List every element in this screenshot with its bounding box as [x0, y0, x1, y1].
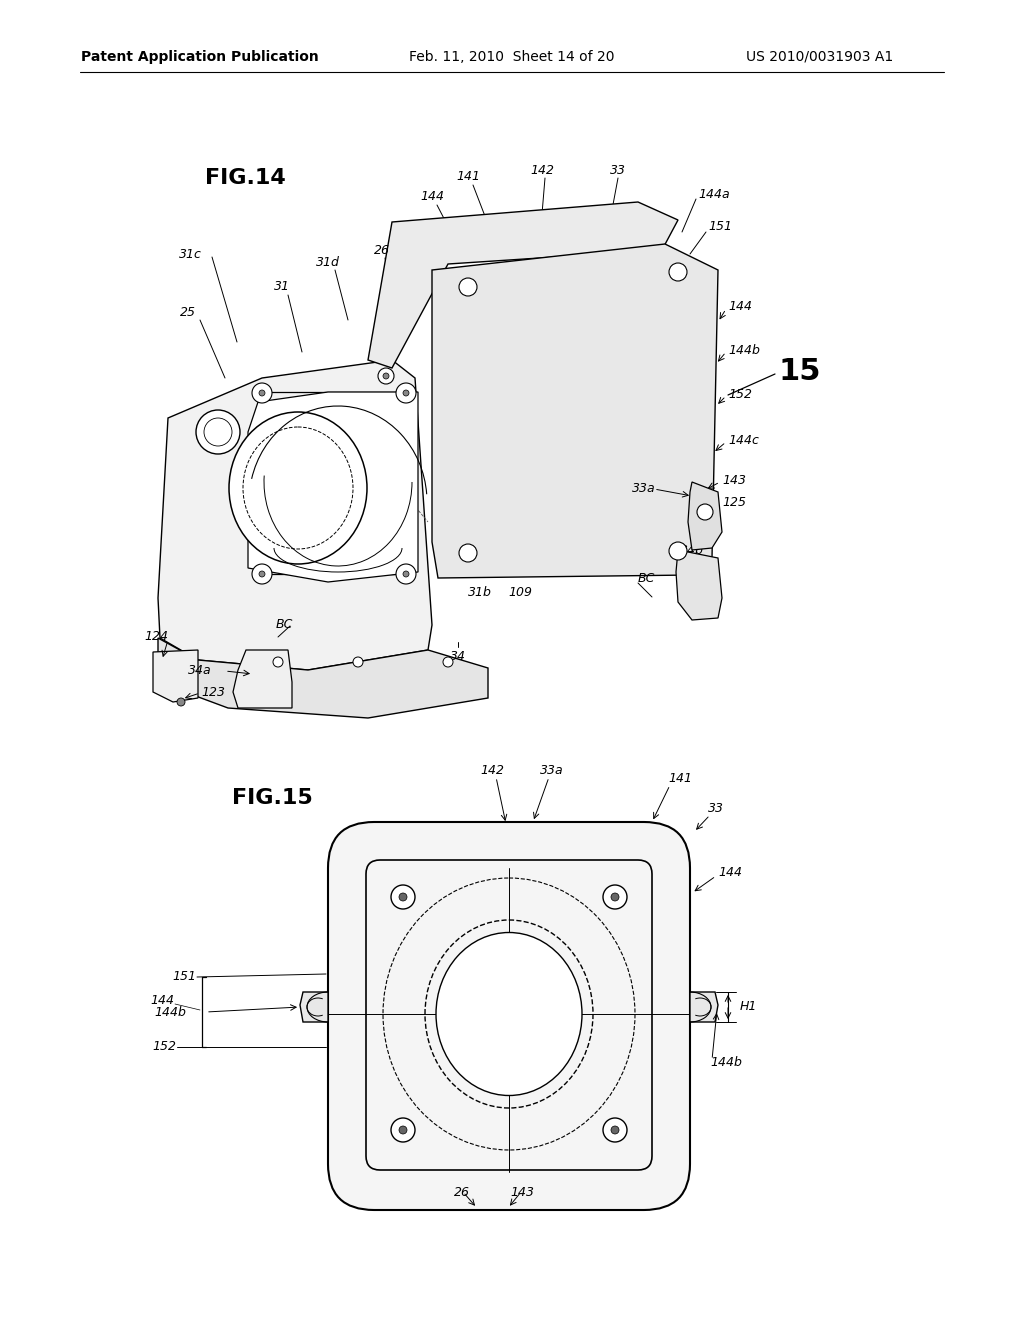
Text: 26: 26: [374, 243, 390, 256]
Text: 151: 151: [172, 970, 196, 983]
Text: 33a: 33a: [541, 763, 564, 776]
Circle shape: [697, 504, 713, 520]
Circle shape: [399, 894, 407, 902]
Text: 123: 123: [201, 685, 225, 698]
Circle shape: [443, 657, 453, 667]
Text: 124: 124: [144, 631, 168, 644]
Text: 109: 109: [508, 586, 532, 598]
Circle shape: [177, 698, 185, 706]
Text: 144b: 144b: [710, 1056, 741, 1068]
FancyBboxPatch shape: [328, 822, 690, 1210]
Text: BC: BC: [275, 618, 293, 631]
Text: 34a: 34a: [188, 664, 212, 676]
Text: 144a: 144a: [698, 187, 730, 201]
Text: 34b: 34b: [680, 544, 703, 557]
Circle shape: [259, 389, 265, 396]
Text: 26: 26: [454, 1185, 470, 1199]
Text: 151: 151: [708, 220, 732, 234]
Text: Feb. 11, 2010  Sheet 14 of 20: Feb. 11, 2010 Sheet 14 of 20: [410, 50, 614, 63]
Text: 142: 142: [480, 763, 504, 776]
Text: 144b: 144b: [728, 343, 760, 356]
Circle shape: [259, 572, 265, 577]
Text: 125: 125: [722, 495, 746, 508]
Circle shape: [403, 572, 409, 577]
Circle shape: [399, 1126, 407, 1134]
Circle shape: [391, 884, 415, 909]
Text: 144: 144: [150, 994, 174, 1006]
Text: 152: 152: [152, 1040, 176, 1053]
Polygon shape: [432, 244, 718, 578]
Text: 144: 144: [728, 301, 752, 314]
Circle shape: [252, 564, 272, 583]
Circle shape: [353, 657, 362, 667]
Ellipse shape: [229, 412, 367, 564]
Polygon shape: [300, 993, 328, 1022]
Text: 31c: 31c: [179, 248, 202, 260]
Polygon shape: [688, 482, 722, 550]
Text: FIG.15: FIG.15: [232, 788, 312, 808]
Polygon shape: [233, 649, 292, 708]
Text: BC: BC: [638, 572, 655, 585]
Text: US 2010/0031903 A1: US 2010/0031903 A1: [746, 50, 894, 63]
Circle shape: [603, 884, 627, 909]
Text: 33: 33: [610, 164, 626, 177]
Text: 31d: 31d: [316, 256, 340, 268]
Text: 144: 144: [718, 866, 742, 879]
Circle shape: [669, 543, 687, 560]
Circle shape: [603, 1118, 627, 1142]
Circle shape: [459, 279, 477, 296]
Polygon shape: [676, 550, 722, 620]
Text: 142: 142: [530, 164, 554, 177]
Text: FIG.14: FIG.14: [205, 168, 286, 187]
Text: 31b: 31b: [468, 586, 492, 598]
Text: 25: 25: [180, 305, 196, 318]
Text: 152: 152: [728, 388, 752, 400]
Text: 143: 143: [722, 474, 746, 487]
Text: 33: 33: [708, 801, 724, 814]
Text: 144b: 144b: [155, 1006, 186, 1019]
Text: 141: 141: [456, 170, 480, 183]
Polygon shape: [158, 638, 488, 718]
Text: 141: 141: [668, 771, 692, 784]
Ellipse shape: [436, 932, 582, 1096]
Text: 31: 31: [274, 281, 290, 293]
Circle shape: [396, 564, 416, 583]
Text: 15: 15: [778, 358, 820, 387]
Circle shape: [611, 1126, 618, 1134]
Text: 144: 144: [420, 190, 444, 203]
Circle shape: [252, 383, 272, 403]
Polygon shape: [690, 993, 718, 1022]
Circle shape: [459, 544, 477, 562]
Text: 33a: 33a: [632, 482, 655, 495]
Circle shape: [378, 368, 394, 384]
Text: 144c: 144c: [728, 433, 759, 446]
Circle shape: [383, 374, 389, 379]
Text: Patent Application Publication: Patent Application Publication: [81, 50, 318, 63]
Circle shape: [273, 657, 283, 667]
Text: 109: 109: [497, 1007, 521, 1020]
Circle shape: [396, 383, 416, 403]
Polygon shape: [368, 202, 678, 368]
Circle shape: [196, 411, 240, 454]
Polygon shape: [248, 392, 418, 582]
Text: 143: 143: [510, 1185, 534, 1199]
Circle shape: [391, 1118, 415, 1142]
Circle shape: [611, 894, 618, 902]
Text: 34: 34: [450, 651, 466, 664]
Circle shape: [669, 263, 687, 281]
Polygon shape: [153, 649, 198, 702]
Circle shape: [403, 389, 409, 396]
Text: H1: H1: [740, 1001, 758, 1014]
Polygon shape: [158, 360, 432, 671]
